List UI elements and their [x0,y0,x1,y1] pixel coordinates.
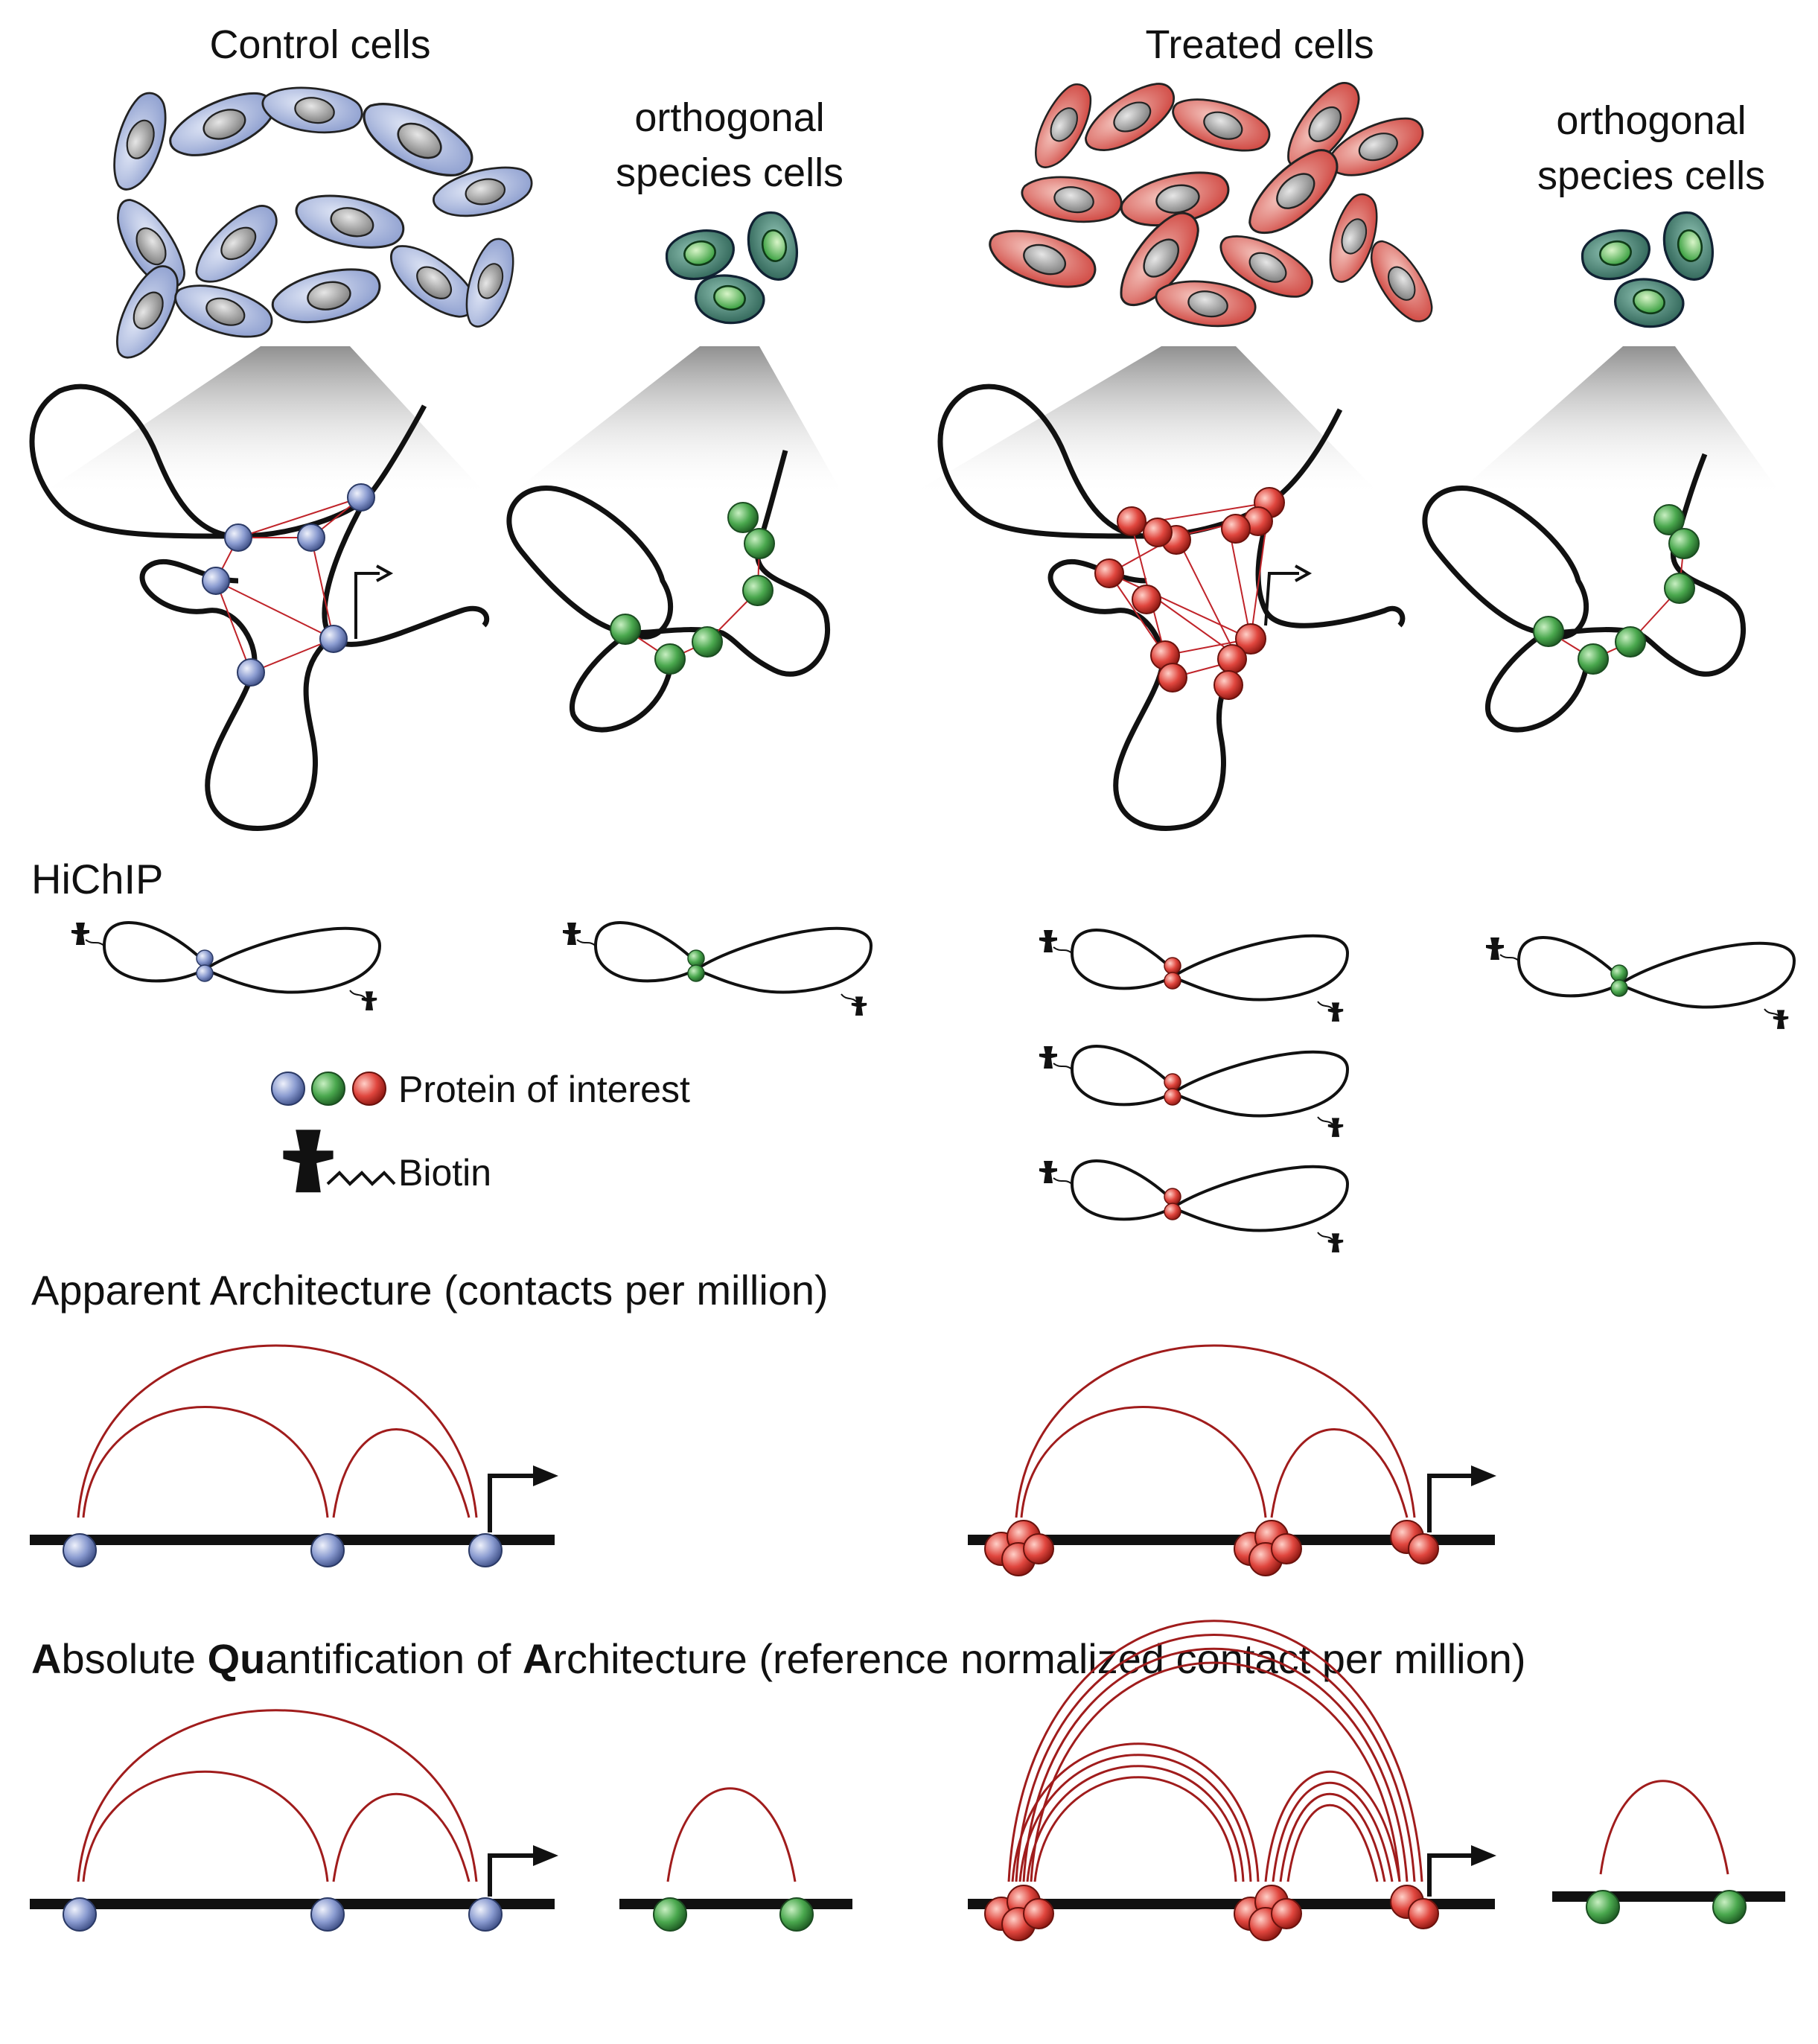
zoom-cone-ortho-2 [1459,346,1779,491]
legend-biotin-icon [283,1130,396,1193]
hichip-loop-control [71,921,382,1010]
hichip-loop-ortho-1 [563,921,873,1016]
aqua-control-arc-long [77,1709,478,1882]
aqua-control-arc-mid1 [82,1770,329,1882]
aqua-ortho-2 [1552,1780,1785,1924]
aqua-ortho2-protein-1 [1586,1890,1620,1924]
treated-protein-5 [1143,518,1173,547]
ortho-label-2-line2: species cells [1537,153,1765,198]
ortho-chromatin-1 [506,450,830,733]
aqua-control-protein-1 [63,1897,97,1932]
control-protein-2 [297,523,325,552]
treated-protein-3 [1221,514,1251,544]
ortho-label-2-line1: orthogonal [1556,98,1746,143]
aqua-control [30,1709,558,1932]
zoom-cone-ortho-1 [514,346,841,491]
hichip-loop-treated-2 [1039,1045,1350,1137]
apparent-control [30,1344,558,1567]
apparent-control-arc-mid2 [332,1428,471,1518]
ortho1-protein-2 [744,528,775,559]
ortho2-protein-2 [1668,528,1700,559]
legend-biotin-label: Biotin [398,1152,491,1194]
ortho1-protein-5 [654,643,686,675]
treated-protein-7 [1094,558,1124,588]
apparent-treated-arc-mid1 [1020,1406,1267,1518]
aqua-title: Absolute Quantification of Architecture … [31,1635,1526,1682]
legend-red-protein [352,1072,386,1106]
treated-protein-8 [1132,585,1161,614]
apparent-treated [968,1344,1496,1576]
apparent-architecture-title: Apparent Architecture (contacts per mill… [31,1267,829,1314]
aqua-ortho-1 [619,1787,852,1932]
legend: Protein of interest Biotin [271,1069,690,1194]
apparent-control-protein-2 [310,1533,345,1567]
ortho1-protein-1 [727,502,759,533]
hichip-label: HiChIP [31,856,163,902]
control-protein-1 [347,483,375,512]
apparent-treated-arc-mid2 [1270,1428,1409,1518]
treated-protein-13 [1213,670,1243,700]
aqua-ortho2-arc [1599,1780,1729,1875]
treated-protein-12 [1217,644,1247,674]
hichip-loop-ortho-2 [1486,936,1796,1029]
ortho-chromatin-2 [1422,453,1746,733]
legend-protein-label: Protein of interest [398,1069,690,1110]
control-cells-title: Control cells [209,22,430,67]
aqua-treated-tss-arrow-icon [1471,1845,1496,1866]
ortho2-protein-5 [1578,643,1609,675]
hichip-loop-treated-1 [1039,929,1350,1022]
aqua-control-tss-arrow-icon [533,1845,558,1866]
aqua-ortho2-protein-2 [1712,1890,1747,1924]
aqua-control-protein-2 [310,1897,345,1932]
treated-cell-cluster [981,72,1441,335]
aqua-ortho1-protein-2 [779,1897,814,1932]
control-protein-5 [319,625,348,653]
zoom-cone-treated [916,346,1377,491]
ortho-label-1-line1: orthogonal [634,95,824,140]
aqua-ortho1-protein-1 [653,1897,687,1932]
aqua-control-protein-3 [468,1897,503,1932]
apparent-control-protein-3 [468,1533,503,1567]
treated-chromatin [937,383,1406,831]
legend-blue-protein [271,1072,305,1106]
control-protein-6 [237,658,265,687]
treated-protein-11 [1235,623,1266,655]
apparent-treated-arc-long [1015,1344,1416,1518]
treated-cells-title: Treated cells [1145,22,1374,67]
control-chromatin [29,383,490,831]
tss-arrow-icon [376,564,394,582]
ortho-cells-2 [1577,207,1719,334]
ortho2-protein-4 [1615,626,1646,658]
tss-arrow-treated-icon [1295,564,1313,582]
aqua-treated [968,1620,1496,1941]
ortho1-protein-6 [610,614,641,645]
treated-protein-6 [1117,506,1146,536]
apparent-treated-tss-arrow-icon [1471,1465,1496,1486]
aqua-control-arc-mid2 [332,1793,471,1882]
legend-green-protein [311,1072,345,1106]
ortho1-protein-3 [742,575,774,606]
ortho1-protein-4 [692,626,723,658]
apparent-control-tss-arrow-icon [533,1465,558,1486]
aqua-ortho1-arc [666,1787,797,1882]
ortho-cells-1 [661,207,803,330]
ortho2-protein-6 [1533,616,1564,647]
hichip-loop-treated-3 [1039,1159,1350,1252]
treated-protein-10 [1158,663,1187,693]
control-cell-cluster [101,78,537,369]
ortho-label-1-line2: species cells [616,150,843,195]
control-protein-3 [224,523,252,552]
control-protein-4 [202,567,230,595]
ortho2-protein-1 [1653,504,1685,535]
apparent-control-arc-long [77,1344,478,1518]
apparent-control-arc-mid1 [82,1406,329,1518]
ortho2-protein-3 [1664,573,1695,604]
apparent-control-protein-1 [63,1533,97,1567]
